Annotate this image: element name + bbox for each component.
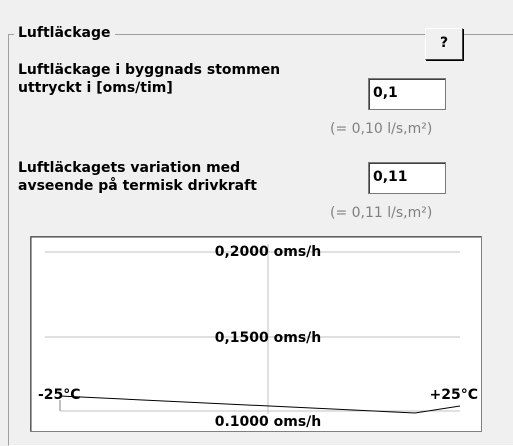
field-label: Luftläckage i byggnads stommen <box>18 62 280 78</box>
plot: 0,2000 oms/h 0,1500 oms/h 0.1000 oms/h -… <box>30 236 482 432</box>
plot-label: +25°C <box>430 387 479 403</box>
unit-note: (= 0,11 l/s,m²) <box>330 205 432 221</box>
field-label: avseende på termisk drivkraft <box>18 178 257 194</box>
plot-label: 0.1000 oms/h <box>215 414 322 430</box>
field-label: uttryckt i [oms/tim] <box>18 80 173 96</box>
plot-label: 0,2000 oms/h <box>215 244 322 260</box>
plot-label: -25°C <box>38 387 81 403</box>
text-input[interactable]: 0,1 <box>368 78 446 110</box>
help-button[interactable]: ? <box>425 28 463 60</box>
window: Luftläckage ? Luftläckage i byggnads sto… <box>0 0 513 439</box>
text-input[interactable]: 0,11 <box>368 162 446 194</box>
group-title: Luftläckage <box>14 25 115 41</box>
field-label: Luftläckagets variation med <box>18 160 240 176</box>
unit-note: (= 0,10 l/s,m²) <box>330 121 432 137</box>
plot-label: 0,1500 oms/h <box>215 330 322 346</box>
